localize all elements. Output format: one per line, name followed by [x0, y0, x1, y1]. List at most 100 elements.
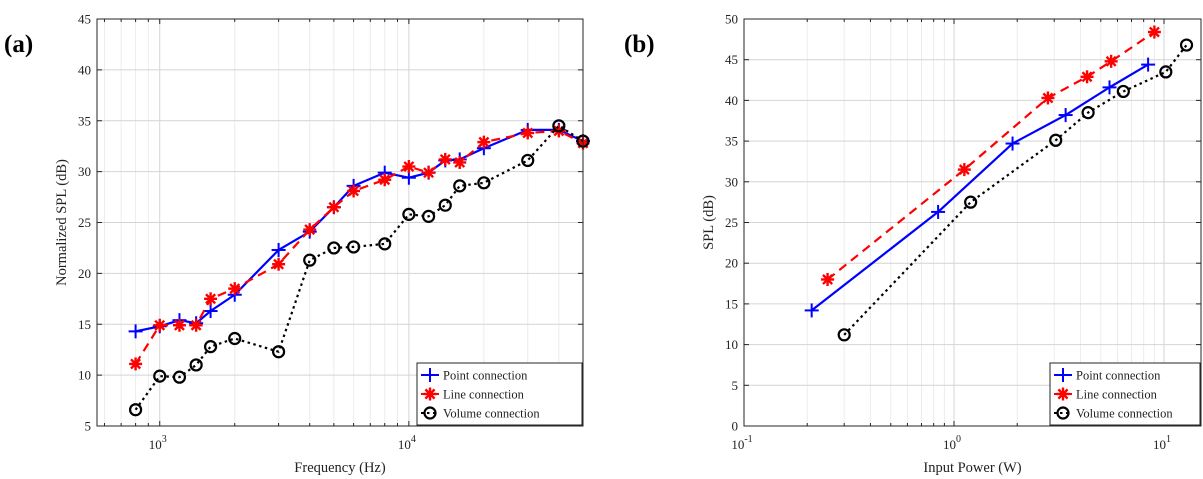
legend-marker [1056, 406, 1070, 420]
data-point [203, 340, 218, 354]
series-volume-connection [128, 119, 590, 417]
data-point [153, 369, 167, 383]
data-point [347, 184, 361, 198]
data-point [438, 152, 452, 166]
y-tick-label: 30 [78, 164, 91, 179]
series-point-connection [804, 57, 1156, 318]
y-tick-label: 5 [732, 378, 739, 393]
x-tick-label: 103 [149, 434, 167, 452]
data-point [521, 126, 535, 140]
y-tick-label: 5 [85, 419, 92, 434]
data-point [1141, 57, 1156, 72]
series-volume-connection [837, 38, 1194, 342]
y-tick-label: 40 [78, 62, 91, 77]
legend-entry-line-connection: Line connection [421, 387, 525, 402]
series-line [810, 63, 1149, 312]
data-point [228, 331, 242, 346]
legend-label: Point connection [443, 369, 528, 383]
data-point [964, 195, 978, 209]
series-line-connection [821, 25, 1161, 286]
data-point [228, 282, 242, 296]
data-point [378, 237, 392, 251]
data-point [1049, 133, 1063, 147]
y-tick-label: 0 [732, 419, 739, 434]
data-point [1081, 106, 1095, 120]
y-tick-label: 10 [725, 337, 738, 352]
y-tick-label: 20 [725, 256, 738, 271]
y-tick-label: 45 [725, 52, 738, 67]
data-point [303, 253, 317, 267]
data-point [189, 358, 203, 372]
x-axis-label: Frequency (Hz) [294, 460, 386, 476]
legend-entry-line-connection: Line connection [1054, 387, 1158, 402]
panel-label-a: (a) [4, 31, 33, 58]
data-point [172, 370, 187, 384]
data-point [128, 324, 143, 339]
data-point [327, 241, 341, 255]
data-point [453, 179, 467, 193]
y-tick-label: 40 [725, 93, 738, 108]
data-point [346, 240, 361, 254]
legend-marker [1056, 387, 1070, 401]
series-line [826, 31, 1156, 281]
data-point [1102, 80, 1117, 95]
x-tick-label: 101 [1153, 434, 1171, 452]
data-point [1041, 91, 1055, 105]
data-point [303, 223, 317, 237]
data-point [957, 163, 971, 177]
data-point [1147, 25, 1161, 39]
data-point [421, 209, 436, 223]
data-point [128, 403, 143, 417]
data-point [204, 292, 218, 306]
data-point [837, 328, 851, 342]
panel-label-b: (b) [624, 31, 655, 58]
x-tick-label: 100 [943, 434, 961, 452]
legend: Point connection Line connection Volume co… [416, 362, 583, 426]
data-point [172, 318, 186, 332]
data-point [271, 345, 286, 359]
y-tick-label: 25 [78, 215, 91, 230]
y-tick-label: 15 [78, 317, 91, 332]
data-point [272, 257, 286, 271]
legend-entry-point-connection: Point connection [421, 368, 528, 383]
data-point [438, 198, 452, 212]
data-point [402, 207, 416, 221]
data-point [422, 166, 436, 180]
legend-entry-point-connection: Point connection [1054, 368, 1161, 383]
legend-marker [423, 387, 437, 401]
series-line [843, 44, 1188, 336]
data-point [153, 318, 167, 332]
y-tick-label: 30 [725, 174, 738, 189]
data-point [203, 304, 218, 319]
chart-b: 0 5 10 15 20 25 30 35 40 45 50 10-1 100 101 Input Powe… [701, 12, 1202, 476]
x-tick-label: 104 [398, 434, 416, 452]
data-point [1116, 84, 1130, 99]
legend-label: Point connection [1076, 369, 1161, 383]
x-tick-label: 10-1 [731, 434, 752, 452]
y-tick-label: 45 [78, 12, 91, 27]
data-point [804, 303, 819, 318]
x-axis-label: Input Power (W) [923, 460, 1021, 476]
legend: Point connection Line connection Volume co… [1049, 362, 1201, 426]
data-point [327, 200, 341, 214]
legend-marker [1056, 368, 1070, 382]
data-point [477, 135, 491, 149]
legend-box [416, 362, 583, 426]
data-point [189, 318, 203, 332]
legend-entry-volume-connection: Volume connection [1054, 406, 1173, 421]
legend-entry-volume-connection: Volume connection [421, 406, 540, 421]
data-point [1159, 65, 1173, 79]
data-point [129, 357, 143, 371]
data-point [1058, 108, 1073, 123]
y-tick-label: 15 [725, 296, 738, 311]
legend-box [1049, 362, 1201, 426]
chart-a: 5 10 15 20 25 30 35 40 45 103 104 Frequency (Hz) Nor… [54, 12, 590, 476]
y-tick-label: 35 [78, 113, 91, 128]
legend-label: Line connection [443, 388, 525, 402]
y-tick-label: 25 [725, 215, 738, 230]
data-point [931, 204, 946, 219]
data-point [821, 272, 835, 286]
data-point [477, 176, 491, 190]
data-point [1080, 70, 1094, 84]
